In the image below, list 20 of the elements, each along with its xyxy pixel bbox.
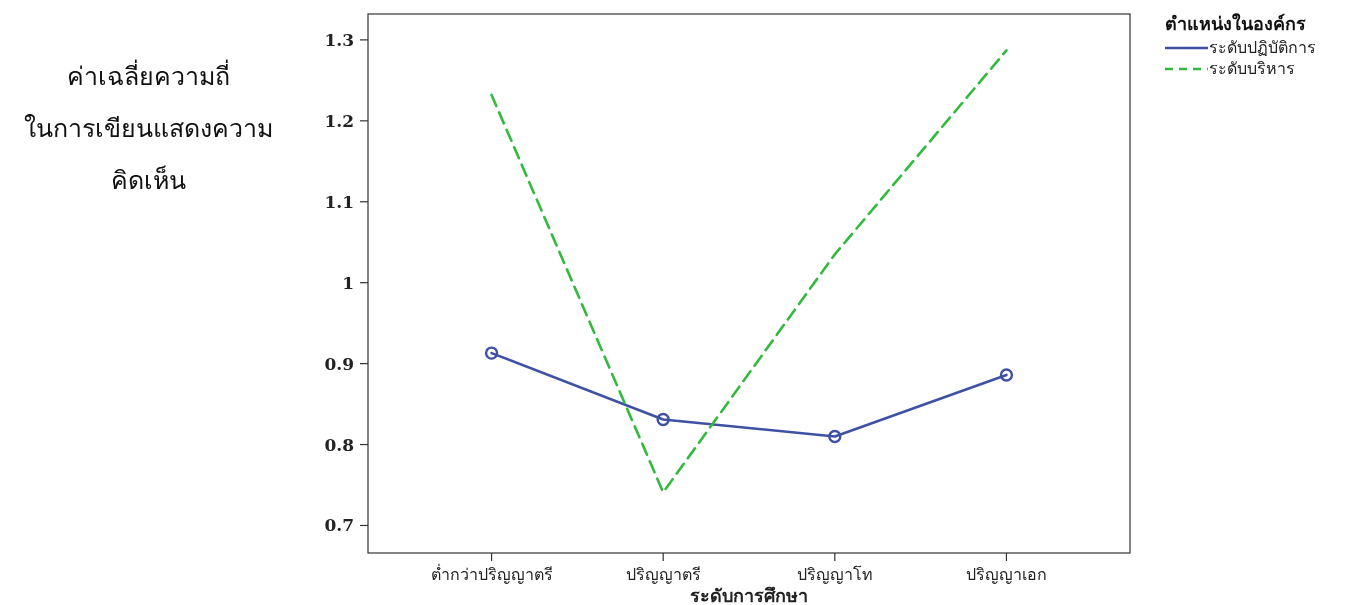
legend-label: ระดับปฏิบัติการ (1209, 38, 1316, 57)
y-tick-label: 1 (342, 272, 354, 293)
x-tick-label: ปริญญาเอก (965, 565, 1047, 584)
x-tick-label: ปริญญาโท (796, 565, 873, 584)
x-tick-label: ต่ำกว่าปริญญาตรี (430, 563, 553, 584)
point (656, 412, 670, 427)
y-tick-label: 0.8 (324, 434, 354, 455)
y-axis-title: ค่าเฉลี่ยความถี่ ในการเขียนแสดงความ คิดเห็น (23, 59, 273, 195)
y-tick-label: 0.7 (324, 515, 354, 536)
x-axis-title: ระดับการศึกษา (690, 585, 808, 605)
point (828, 429, 842, 444)
y-tick-label: 1.2 (324, 110, 354, 131)
y-tick-label: 1.3 (324, 29, 354, 50)
legend-label: ระดับบริหาร (1209, 59, 1295, 78)
y-tick-label: 0.9 (324, 353, 354, 374)
point (484, 346, 499, 360)
point (999, 368, 1014, 382)
legend-title: ตำแหน่งในองค์กร (1165, 13, 1306, 34)
x-tick-label: ปริญญาตรี (625, 565, 701, 584)
y-tick-label: 1.1 (324, 191, 354, 212)
